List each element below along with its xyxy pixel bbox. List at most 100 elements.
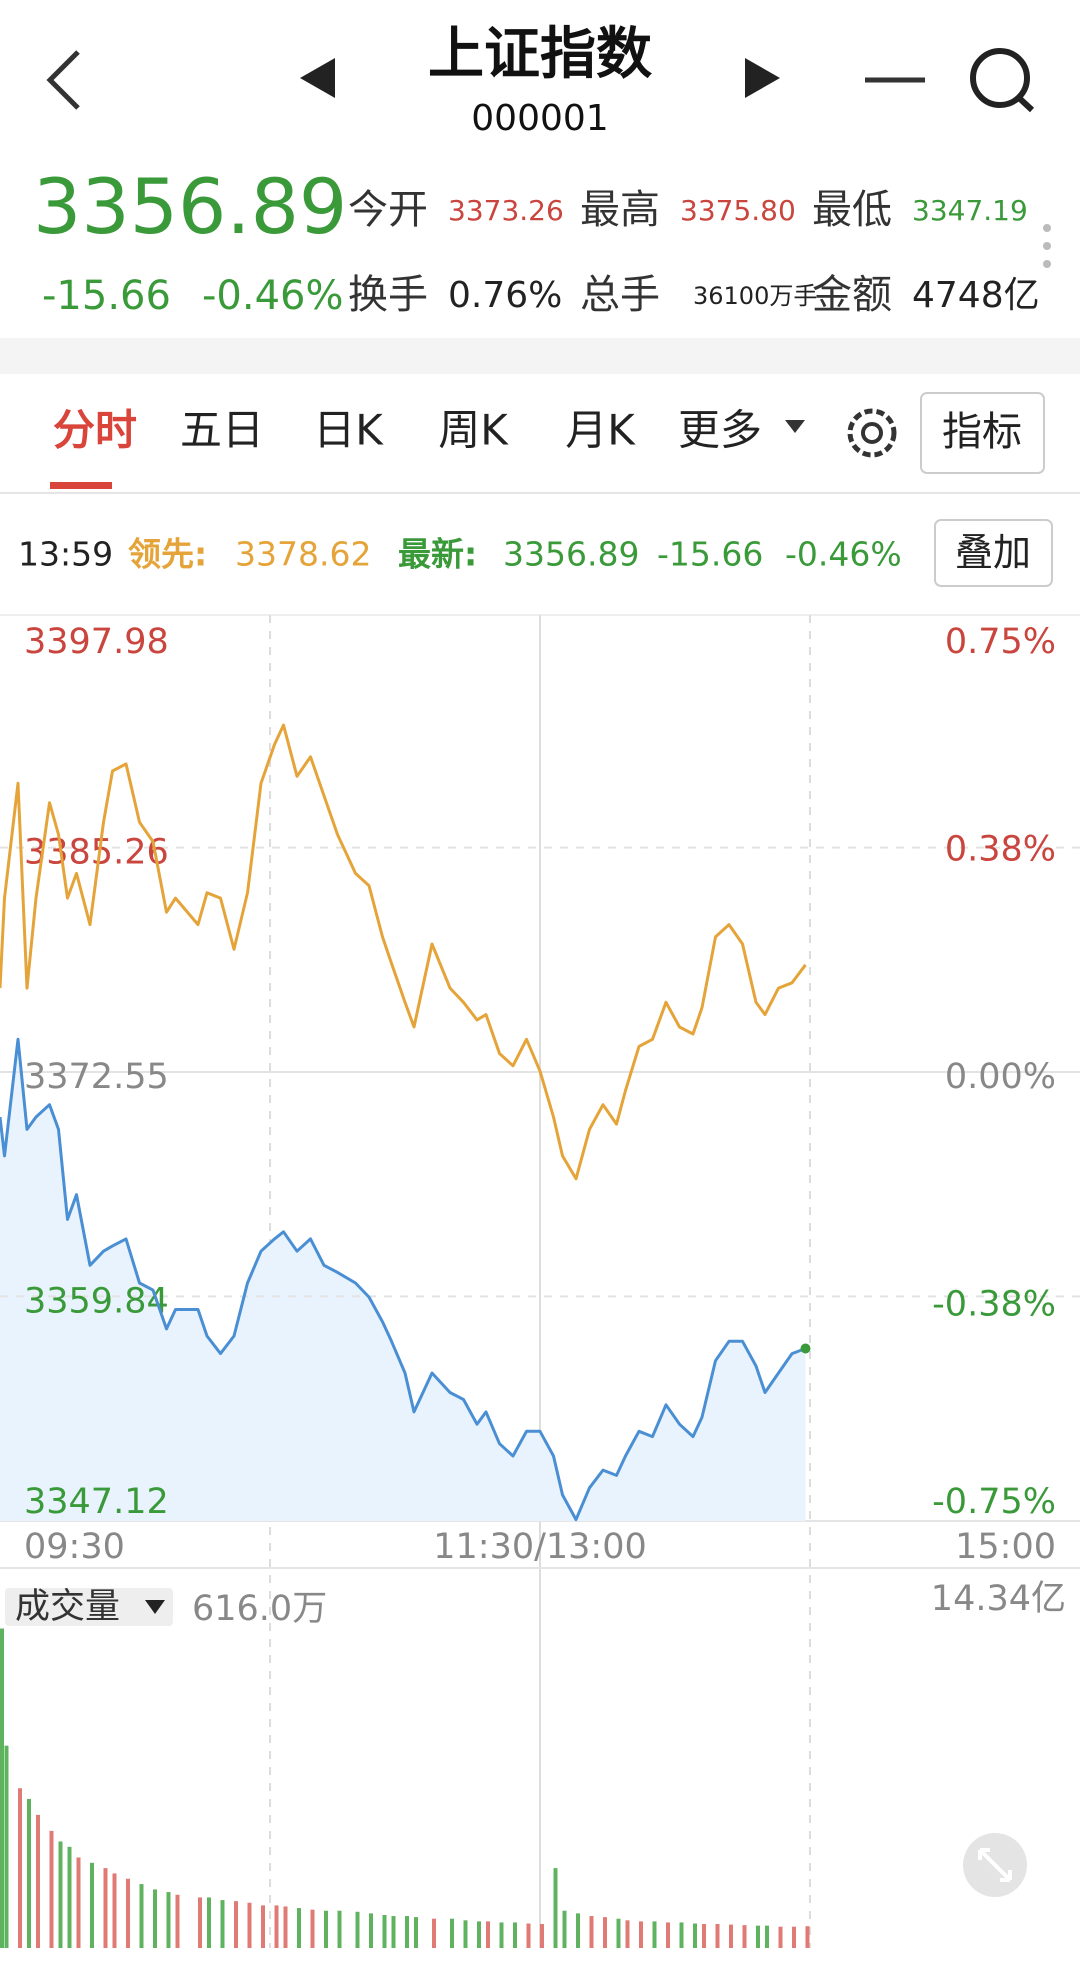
y2-tick-label: -0.75% <box>932 1482 1056 1522</box>
volume-bar <box>90 1862 94 1948</box>
volume-bar <box>0 1628 4 1948</box>
volume-bar <box>499 1922 504 1948</box>
volume-bar <box>139 1884 144 1948</box>
volume-bar <box>247 1902 252 1948</box>
stat-value: 4748亿 <box>912 275 1040 316</box>
volume-bar <box>742 1925 747 1948</box>
dropdown-arrow <box>145 1600 165 1614</box>
volume-bar <box>729 1924 733 1948</box>
tab[interactable]: 分时 <box>53 406 137 455</box>
overlay-button[interactable] <box>934 519 1053 587</box>
volume-bar <box>679 1922 684 1948</box>
volume-bar <box>4 1745 9 1948</box>
stat-label: 换手 <box>348 272 428 318</box>
separator <box>0 338 1080 374</box>
volume-selector[interactable] <box>5 1588 173 1626</box>
y2-tick-label: 0.00% <box>945 1057 1056 1097</box>
volume-bar <box>405 1916 409 1948</box>
change: -15.66 <box>42 273 171 319</box>
stat-value: 0.76% <box>448 275 562 316</box>
volume-bar <box>67 1846 72 1948</box>
volume-bar <box>166 1892 171 1948</box>
volume-bar <box>103 1868 108 1948</box>
lead-label: 领先: <box>128 535 207 574</box>
y2-tick-label: 0.38% <box>945 830 1056 870</box>
next-button[interactable] <box>745 58 780 98</box>
volume-bar <box>450 1918 454 1948</box>
volume-bar <box>324 1910 328 1948</box>
volume-bar <box>486 1921 490 1948</box>
volume-bar <box>792 1926 796 1948</box>
volume-bar <box>715 1924 720 1948</box>
tab[interactable]: 更多 <box>678 406 762 455</box>
volume-bar <box>513 1922 517 1948</box>
volume-bar <box>274 1905 279 1948</box>
volume-bar <box>112 1873 117 1948</box>
volume-bar <box>369 1913 373 1948</box>
tab[interactable]: 五日 <box>180 406 264 455</box>
price: 3356.89 <box>33 162 347 251</box>
volume-bar <box>616 1918 621 1948</box>
y-tick-label: 3397.98 <box>24 622 169 662</box>
volume-bar <box>625 1920 630 1948</box>
y2-tick-label: -0.38% <box>932 1284 1056 1324</box>
volume-tick-label: 616.0万 <box>192 1589 327 1629</box>
stat-label: 总手 <box>580 272 660 318</box>
series-line <box>0 1037 807 1522</box>
volume-bar <box>576 1913 580 1948</box>
volume-bar <box>589 1916 594 1948</box>
volume-bar <box>562 1910 567 1948</box>
volume-bar <box>603 1917 607 1948</box>
volume-bar <box>18 1788 22 1948</box>
y-tick-label: 3347.12 <box>24 1482 169 1522</box>
volume-bar <box>553 1868 558 1948</box>
volume-bar <box>432 1918 436 1948</box>
change-pct: -0.46% <box>202 273 344 319</box>
volume-bar <box>220 1900 225 1948</box>
stat-label: 最高 <box>580 187 660 233</box>
volume-bar <box>702 1924 706 1948</box>
prev-button[interactable] <box>300 58 335 98</box>
tab[interactable]: 日K <box>313 406 384 455</box>
volume-bar <box>198 1897 202 1948</box>
volume-bar <box>639 1921 643 1948</box>
volume-bar <box>207 1897 211 1948</box>
tab[interactable]: 周K <box>438 406 509 455</box>
stat-value: 3375.80 <box>680 194 796 227</box>
volume-bar <box>175 1894 180 1948</box>
search-button[interactable] <box>970 48 1035 113</box>
latest-pct: -0.46% <box>785 535 902 574</box>
volume-bar <box>234 1901 238 1948</box>
tab[interactable]: 月K <box>565 406 636 455</box>
y-tick-label: 3359.84 <box>24 1281 169 1321</box>
volume-bar <box>391 1916 396 1948</box>
volume-bar <box>666 1922 670 1948</box>
y-tick-label: 3372.55 <box>24 1057 169 1097</box>
expand-button[interactable] <box>963 1833 1027 1897</box>
stat-value: 3373.26 <box>448 194 564 227</box>
indicator-label: 指标 <box>942 409 1022 455</box>
volume-bar <box>756 1925 760 1948</box>
settings-button[interactable] <box>847 408 897 458</box>
volume-bar <box>540 1924 544 1948</box>
volume-bar <box>693 1923 697 1948</box>
volume-bar <box>283 1906 288 1948</box>
back-button[interactable] <box>46 50 80 110</box>
more-dots[interactable] <box>1043 224 1051 268</box>
volume-bar <box>27 1798 31 1948</box>
info-time: 13:59 <box>18 535 113 574</box>
indicator-button[interactable] <box>920 392 1045 474</box>
volume-bar <box>76 1857 81 1948</box>
volume-bar <box>49 1830 54 1948</box>
volume-bar <box>477 1921 481 1948</box>
area-fill <box>0 1039 806 1521</box>
volume-bar <box>652 1921 657 1948</box>
volume-bar <box>337 1910 342 1948</box>
latest-price: 3356.89 <box>503 535 639 574</box>
overlay-label: 叠加 <box>955 531 1031 575</box>
volume-bar <box>58 1841 63 1948</box>
volume-bar <box>261 1905 265 1948</box>
stat-value: 3347.19 <box>912 194 1028 227</box>
volume-bar <box>765 1925 769 1948</box>
